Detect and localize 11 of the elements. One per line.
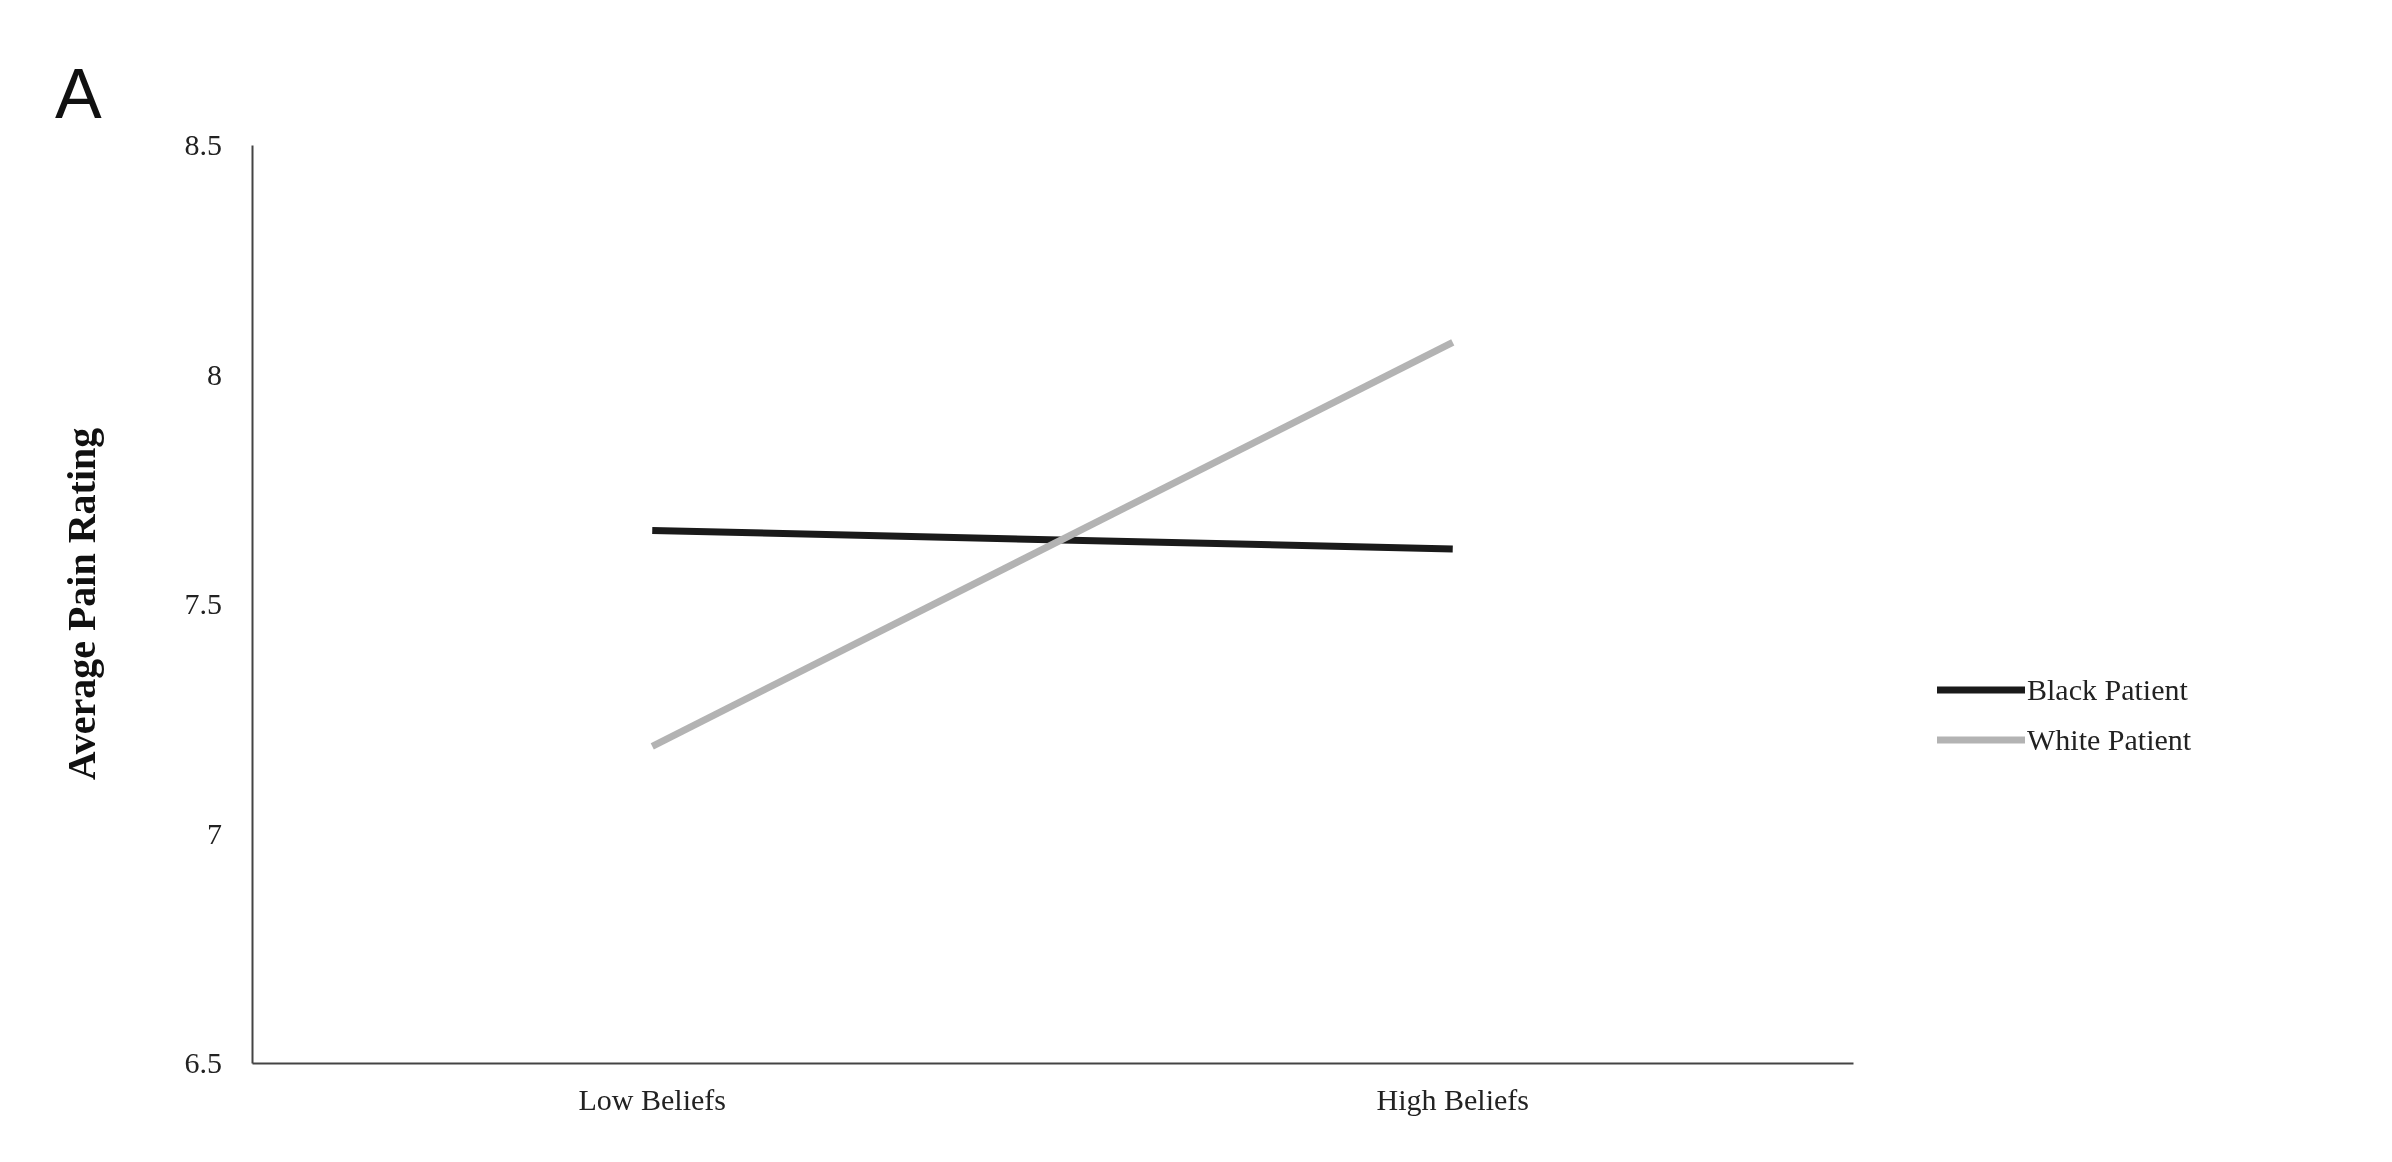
y-axis-title: Average Pain Rating bbox=[59, 427, 104, 781]
y-tick-label: 8.5 bbox=[184, 128, 222, 162]
chart-title: A bbox=[55, 55, 102, 133]
x-tick-label: Low Beliefs bbox=[578, 1083, 726, 1117]
x-tick-label: High Beliefs bbox=[1376, 1083, 1529, 1117]
legend-label: White Patient bbox=[2027, 723, 2192, 756]
y-tick-label: 7 bbox=[207, 816, 222, 850]
y-tick-label: 7.5 bbox=[184, 587, 222, 621]
legend-label: Black Patient bbox=[2027, 673, 2189, 706]
y-tick-label: 6.5 bbox=[184, 1046, 222, 1080]
y-tick-label: 8 bbox=[207, 357, 222, 391]
